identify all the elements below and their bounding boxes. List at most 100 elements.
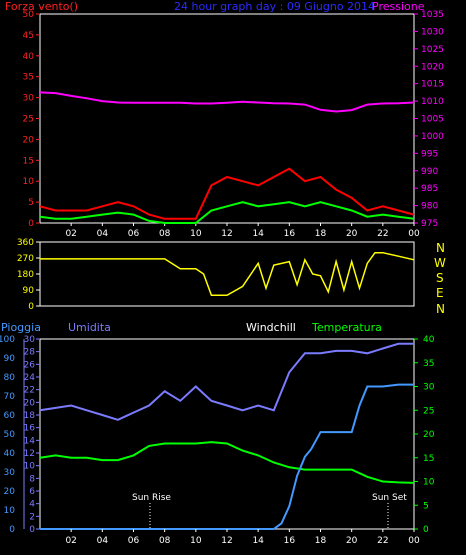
time-axis-label: 08 <box>159 536 171 546</box>
graph-date-title: 24 hour graph day : 09 Giugno 2014 <box>174 0 375 13</box>
rain-axis-label: 90 <box>4 354 16 364</box>
time-axis-label: 16 <box>284 229 296 239</box>
time-axis-label: 20 <box>346 536 358 546</box>
time-axis-label: 12 <box>221 229 232 239</box>
rain-axis-label: 50 <box>4 430 16 440</box>
humidity-title: Umidita <box>68 321 111 334</box>
direction-panel-frame <box>39 241 415 307</box>
pressure-axis-label: 1010 <box>421 97 444 107</box>
sunrise-label: Sun Rise <box>132 493 171 503</box>
time-axis-label: 04 <box>97 536 109 546</box>
pressure-axis-label: 1035 <box>421 10 444 20</box>
humidity-axis-label: 28 <box>24 348 36 358</box>
series-pressure <box>39 91 415 113</box>
direction-axis-label: 180 <box>17 270 34 280</box>
humidity-axis-label: 0 <box>29 525 35 535</box>
time-axis-label: 22 <box>377 536 388 546</box>
humidity-axis-label: 10 <box>24 462 36 472</box>
temperature-axis-label: 40 <box>423 335 435 345</box>
time-axis-label: 10 <box>190 229 202 239</box>
temperature-axis-label: 15 <box>423 454 434 464</box>
wind-panel-frame <box>39 13 415 224</box>
humidity-axis-label: 14 <box>24 436 36 446</box>
rain-axis-label: 60 <box>4 411 16 421</box>
direction-axis-label: 270 <box>17 254 34 264</box>
rain-axis-label: 70 <box>4 392 16 402</box>
rain-title: Pioggia <box>1 321 41 334</box>
series-humidity <box>39 342 414 421</box>
wind-axis-label: 5 <box>28 198 34 208</box>
sunset-label: Sun Set <box>372 493 407 503</box>
time-axis-label: 16 <box>284 536 296 546</box>
dir-label-n-bottom: N <box>436 302 445 316</box>
humidity-axis-label: 18 <box>24 411 36 421</box>
pressure-axis-label: 1025 <box>421 45 444 55</box>
bottom-panel-frame <box>39 338 415 530</box>
direction-axis-label: 90 <box>23 286 35 296</box>
time-axis-label: 06 <box>128 229 140 239</box>
time-axis-label: 02 <box>65 229 76 239</box>
time-axis-label: 12 <box>221 536 232 546</box>
wind-speed-title: Forza vento() <box>5 0 78 13</box>
time-axis-label: 02 <box>65 536 76 546</box>
humidity-axis-label: 24 <box>24 373 36 383</box>
series-temperature <box>39 441 415 484</box>
time-axis-label: 10 <box>190 536 202 546</box>
dir-label-e: E <box>436 286 444 300</box>
humidity-axis-label: 16 <box>24 424 36 434</box>
rain-axis-label: 80 <box>4 373 16 383</box>
pressure-axis-label: 990 <box>421 167 438 177</box>
pressure-axis-label: 975 <box>421 219 438 229</box>
humidity-axis-label: 20 <box>24 398 36 408</box>
pressure-axis-label: 1005 <box>421 115 444 125</box>
temperature-axis-label: 10 <box>423 478 435 488</box>
temperature-axis-label: 30 <box>423 383 435 393</box>
humidity-axis-label: 26 <box>24 360 36 370</box>
series-rain <box>40 383 414 530</box>
windchill-title: Windchill <box>246 321 296 334</box>
rain-axis-label: 10 <box>4 506 16 516</box>
time-axis-label: 18 <box>315 229 327 239</box>
time-axis-label: 14 <box>252 229 264 239</box>
time-axis-label: 00 <box>408 536 420 546</box>
pressure-title: Pressione <box>372 0 425 13</box>
rain-axis-label: 40 <box>4 449 16 459</box>
time-axis-label: 20 <box>346 229 358 239</box>
humidity-axis-label: 30 <box>24 335 36 345</box>
humidity-axis-label: 22 <box>24 386 35 396</box>
time-axis-label: 06 <box>128 536 140 546</box>
temperature-axis-label: 25 <box>423 406 434 416</box>
wind-axis-label: 45 <box>23 31 34 41</box>
time-axis-label: 18 <box>315 536 327 546</box>
time-axis-label: 04 <box>97 229 109 239</box>
series-wind-gust <box>39 167 415 220</box>
series-wind-avg <box>39 201 415 224</box>
wind-axis-label: 40 <box>23 52 35 62</box>
time-axis-label: 22 <box>377 229 388 239</box>
pressure-axis-label: 1015 <box>421 80 444 90</box>
temperature-axis-label: 5 <box>423 501 429 511</box>
temperature-title: Temperatura <box>311 321 382 334</box>
dir-label-s: S <box>436 271 444 285</box>
pressure-axis-label: 1030 <box>421 27 444 37</box>
rain-axis-label: 0 <box>9 525 15 535</box>
humidity-axis-label: 6 <box>29 487 35 497</box>
wind-axis-label: 50 <box>23 10 35 20</box>
dir-label-n-top: N <box>436 241 445 255</box>
direction-axis-label: 360 <box>17 238 34 248</box>
wind-axis-label: 35 <box>23 73 34 83</box>
direction-axis-label: 0 <box>28 302 34 312</box>
wind-axis-label: 10 <box>23 177 35 187</box>
time-axis-label: 14 <box>252 536 264 546</box>
time-axis-label: 00 <box>408 229 420 239</box>
dir-label-w: W <box>434 256 446 270</box>
humidity-axis-label: 2 <box>29 512 35 522</box>
series-direction <box>40 251 415 297</box>
wind-axis-label: 20 <box>23 135 35 145</box>
rain-axis-label: 20 <box>4 487 16 497</box>
wind-axis-label: 15 <box>23 156 34 166</box>
pressure-axis-label: 1000 <box>421 132 444 142</box>
rain-axis-label: 100 <box>0 335 15 345</box>
wind-axis-label: 0 <box>28 219 34 229</box>
